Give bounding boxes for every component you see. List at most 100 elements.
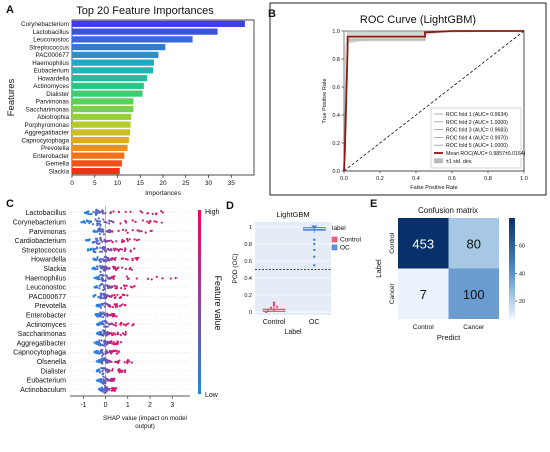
tick-label: 0.8 [332,57,340,63]
shap-point [96,331,99,334]
shap-point [115,285,118,288]
shap-point [103,344,106,347]
shap-point [110,322,113,326]
shap-point [113,303,116,306]
tick-label: 1.0 [520,176,528,182]
shap-point [101,296,104,300]
shap-point [115,315,118,318]
shap-point [104,293,107,297]
y-axis-label: Features [6,79,17,117]
tick-label: 0.6 [244,259,252,265]
shap-point [102,316,105,319]
feature-label: Haemophilus [25,275,66,282]
shap-point [99,224,102,227]
shap-point [114,247,118,250]
shap-point [105,274,108,277]
shap-point [161,277,164,280]
shap-point [100,267,104,270]
shap-point [96,247,99,250]
shap-point [105,389,109,392]
shap-point [99,250,102,253]
shap-point [118,296,121,299]
tick-label: 1 [249,225,252,231]
shap-point [102,258,105,261]
shap-point [101,210,104,213]
shap-point [114,322,117,325]
shap-point [101,388,105,391]
bar [72,51,159,58]
shap-point [103,220,106,224]
shap-point [100,330,103,334]
x-tick-label: Control [413,324,435,331]
x-tick-label: Cancer [463,324,485,331]
shap-point [108,222,111,225]
shap-point [95,211,98,214]
bar [72,67,153,74]
shap-point [103,240,106,243]
colorbar [198,210,201,394]
shap-point [125,237,129,241]
shap-point [101,230,104,233]
shap-point [102,218,105,221]
shap-point [126,231,129,234]
shap-point [97,229,100,232]
shap-point [127,277,130,280]
shap-point [127,322,130,325]
shap-point [128,238,131,241]
bar [72,36,193,43]
shap-point [98,287,101,290]
shap-point [96,278,99,281]
tick-label: Enterobacter [33,153,69,160]
shap-point [107,286,110,290]
shap-point [101,343,104,347]
shap-point [104,367,107,371]
shap-point [102,265,105,269]
shap-point [144,231,147,234]
panel-label-c: C [6,198,14,210]
shap-point [104,296,108,299]
tick-label: 5 [93,180,97,187]
shap-point [92,223,95,226]
shap-point [97,361,101,364]
shap-point [129,249,132,252]
y-axis-label: POD (OC) [232,254,239,284]
chance-line [343,30,525,172]
tick-label: Actinomyces [33,83,69,90]
shap-point [105,302,109,306]
shap-point [119,341,123,344]
shap-point [97,369,100,372]
shap-point [115,342,118,345]
shap-point [120,240,124,243]
shap-point [94,247,97,251]
shap-point [101,274,104,277]
shap-point [103,279,106,282]
shap-point [108,286,112,289]
tick-label: 0.8 [484,176,492,182]
shap-point [113,249,116,252]
shap-point [99,321,102,324]
feature-label: Leuconostoc [26,285,66,292]
shap-point [120,370,123,373]
shap-point [129,210,132,213]
shap-point [115,302,118,306]
shap-point [104,255,107,258]
shap-point [117,248,120,251]
tick-label: 0.0 [340,176,348,182]
tick-label: Capnocytophaga [21,137,69,144]
shap-point [105,325,108,328]
bar [72,28,218,35]
feature-importance-chart: Top 20 Feature Importances Corynebacteriu… [6,5,255,197]
colorbar-tick-label: 40 [519,271,525,277]
data-point [266,310,270,313]
shap-point [146,212,149,215]
shap-point [102,233,106,236]
bar [72,137,129,144]
shap-point [99,292,102,295]
feature-label: Saccharimonas [18,331,67,338]
x-axis-label: Label [284,329,302,336]
chart-title: LightGBM [276,210,309,219]
shap-point [102,311,105,314]
shap-point [101,372,104,376]
x-axis-label: Importances [145,190,182,197]
shap-point [96,224,99,227]
